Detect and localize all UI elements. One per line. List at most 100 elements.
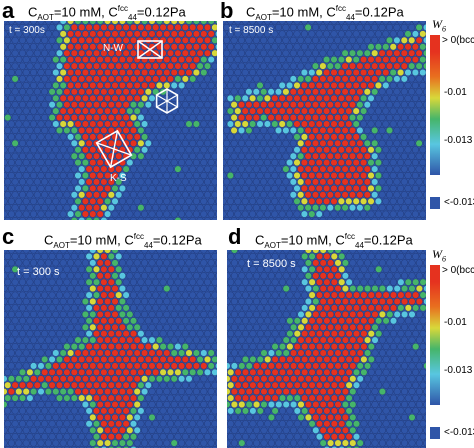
particle-dot bbox=[315, 146, 323, 154]
particle-dot bbox=[400, 126, 408, 134]
particle-dot bbox=[18, 317, 26, 325]
particle-dot bbox=[345, 197, 353, 205]
particle-dot bbox=[11, 36, 19, 44]
particle-dot bbox=[337, 30, 345, 38]
particle-dot bbox=[378, 336, 386, 344]
particle-dot bbox=[223, 62, 231, 70]
particle-dot bbox=[393, 204, 401, 212]
particle-dot bbox=[385, 88, 393, 96]
particle-dot bbox=[33, 204, 41, 212]
particle-dot bbox=[174, 217, 182, 220]
particle-dot bbox=[215, 133, 217, 141]
particle-dot bbox=[70, 368, 78, 376]
particle-dot bbox=[207, 298, 215, 306]
particle-dot bbox=[211, 343, 217, 351]
particle-dot bbox=[67, 30, 75, 38]
particle-dot bbox=[100, 317, 108, 325]
particle-dot bbox=[323, 81, 331, 89]
particle-dot bbox=[227, 413, 231, 421]
particle-dot bbox=[203, 343, 211, 351]
particle-dot bbox=[200, 159, 208, 167]
particle-dot bbox=[11, 126, 19, 134]
particle-dot bbox=[155, 336, 163, 344]
particle-dot bbox=[223, 88, 231, 96]
particle-dot bbox=[41, 278, 49, 286]
particle-dot bbox=[415, 36, 423, 44]
particle-dot bbox=[52, 400, 60, 408]
particle-dot bbox=[18, 265, 26, 273]
particle-dot bbox=[115, 217, 123, 220]
particle-dot bbox=[267, 191, 275, 199]
particle-dot bbox=[44, 362, 52, 370]
particle-dot bbox=[196, 433, 204, 441]
particle-dot bbox=[311, 165, 319, 173]
particle-dot bbox=[363, 101, 371, 109]
particle-dot bbox=[382, 30, 390, 38]
particle-dot bbox=[48, 394, 56, 402]
particle-dot bbox=[371, 298, 379, 306]
particle-dot bbox=[170, 285, 178, 293]
particle-dot bbox=[253, 285, 261, 293]
particle-dot bbox=[245, 272, 253, 280]
particle-dot bbox=[15, 197, 23, 205]
particle-dot bbox=[115, 139, 123, 147]
particle-dot bbox=[144, 101, 152, 109]
particle-dot bbox=[256, 265, 264, 273]
colorbar-title-sub: 6 bbox=[442, 254, 446, 264]
particle-dot bbox=[256, 252, 264, 260]
particle-dot bbox=[129, 304, 137, 312]
caption-a: CAOT=10 mM, Cfcc44=0.12Pa bbox=[28, 5, 186, 22]
particle-dot bbox=[341, 413, 349, 421]
particle-dot bbox=[319, 152, 327, 160]
particle-dot bbox=[163, 310, 171, 318]
particle-dot bbox=[304, 413, 312, 421]
particle-dot bbox=[397, 56, 405, 64]
particle-dot bbox=[4, 133, 8, 141]
particle-dot bbox=[301, 265, 309, 273]
particle-dot bbox=[338, 252, 346, 260]
particle-dot bbox=[290, 349, 298, 357]
particle-dot bbox=[312, 310, 320, 318]
particle-dot bbox=[37, 298, 45, 306]
particle-dot bbox=[96, 362, 104, 370]
particle-dot bbox=[174, 252, 182, 260]
particle-dot bbox=[174, 291, 182, 299]
particle-dot bbox=[275, 310, 283, 318]
particle-dot bbox=[423, 217, 426, 220]
particle-dot bbox=[178, 400, 186, 408]
particle-dot bbox=[304, 362, 312, 370]
particle-dot bbox=[30, 159, 38, 167]
particle-dot bbox=[85, 75, 93, 83]
particle-dot bbox=[100, 420, 108, 428]
particle-dot bbox=[252, 204, 260, 212]
particle-dot bbox=[389, 291, 397, 299]
particle-dot bbox=[411, 56, 419, 64]
particle-dot bbox=[215, 324, 217, 331]
particle-dot bbox=[223, 36, 231, 44]
particle-dot bbox=[89, 210, 97, 218]
particle-dot bbox=[118, 413, 126, 421]
particle-dot bbox=[404, 278, 412, 286]
particle-dot bbox=[385, 126, 393, 134]
particle-dot bbox=[327, 375, 335, 383]
particle-dot bbox=[374, 107, 382, 115]
particle-dot bbox=[297, 49, 305, 57]
particle-dot bbox=[367, 394, 375, 402]
particle-dot bbox=[334, 349, 342, 357]
particle-dot bbox=[185, 69, 193, 77]
particle-dot bbox=[319, 126, 327, 134]
micrograph-a bbox=[4, 21, 217, 220]
particle-dot bbox=[393, 114, 401, 122]
particle-dot bbox=[374, 133, 382, 141]
particle-dot bbox=[144, 381, 152, 389]
particle-dot bbox=[289, 217, 297, 220]
particle-dot bbox=[400, 36, 408, 44]
particle-dot bbox=[56, 368, 64, 376]
particle-dot bbox=[166, 407, 174, 415]
particle-dot bbox=[371, 152, 379, 160]
particle-dot bbox=[141, 298, 149, 306]
particle-dot bbox=[174, 152, 182, 160]
particle-dot bbox=[241, 433, 249, 441]
particle-dot bbox=[260, 375, 268, 383]
particle-dot bbox=[192, 30, 200, 38]
